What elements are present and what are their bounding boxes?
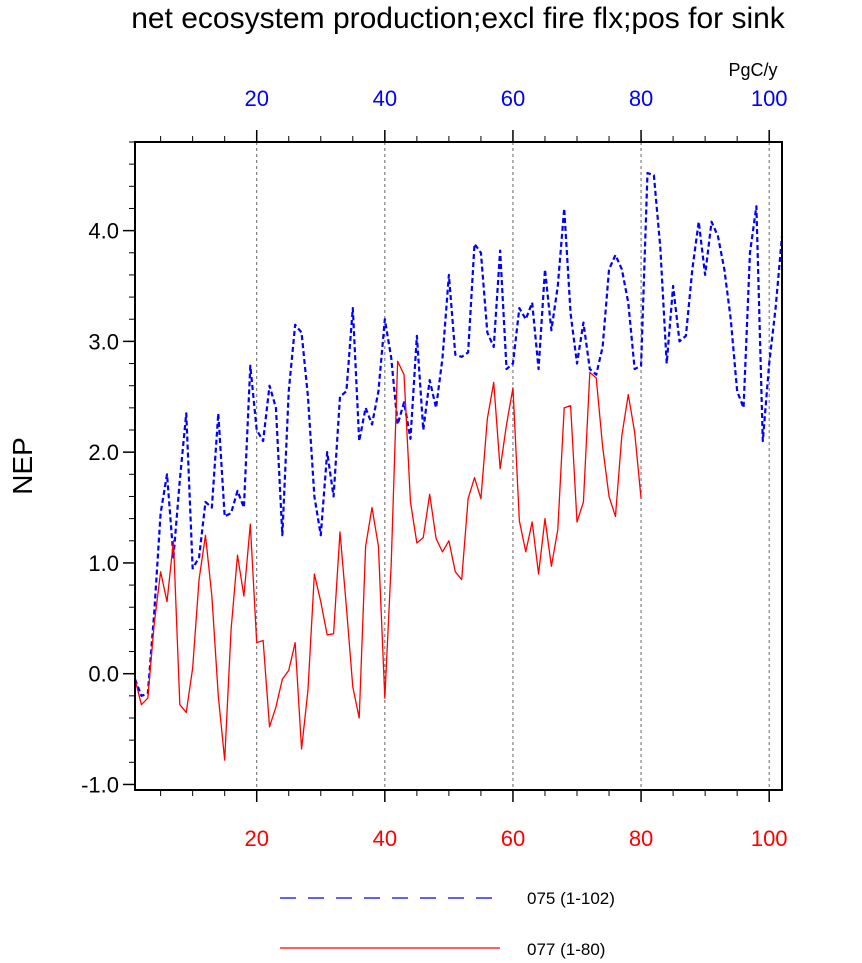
y-tick-label: -1.0 xyxy=(81,772,119,797)
legend: 075 (1-102) 077 (1-80) xyxy=(280,889,615,959)
series-line-077 xyxy=(134,360,642,761)
x-bottom-tick-label: 80 xyxy=(629,826,653,851)
x-top-tick-label: 60 xyxy=(501,86,525,111)
x-top-tick-label: 40 xyxy=(373,86,397,111)
y-tick-label: 4.0 xyxy=(88,219,119,244)
x-top-tick-label: 100 xyxy=(751,86,788,111)
chart-title: net ecosystem production;excl fire flx;p… xyxy=(131,2,786,35)
y-tick-label: 1.0 xyxy=(88,551,119,576)
series-line-075 xyxy=(133,171,784,697)
x-bottom-tick-label: 100 xyxy=(751,826,788,851)
legend-label-075: 075 (1-102) xyxy=(527,889,615,908)
y-tick-label: 0.0 xyxy=(88,662,119,687)
plot-frame xyxy=(134,141,783,791)
x-bottom-tick-label: 20 xyxy=(244,826,268,851)
y-axis-label: NEP xyxy=(7,437,38,495)
y-tick-label: 3.0 xyxy=(88,329,119,354)
legend-label-077: 077 (1-80) xyxy=(527,940,605,959)
units-label: PgC/y xyxy=(728,60,777,80)
y-tick-label: 2.0 xyxy=(88,440,119,465)
x-bottom-tick-label: 40 xyxy=(373,826,397,851)
vertical-gridlines xyxy=(256,142,770,790)
axes: -1.0 0.0 1.0 2.0 3.0 4.0 20 40 60 80 100 20 40 60 80 10… xyxy=(81,86,787,851)
x-bottom-tick-label: 60 xyxy=(501,826,525,851)
series-lines xyxy=(133,171,784,761)
x-top-tick-label: 80 xyxy=(629,86,653,111)
x-top-tick-label: 20 xyxy=(244,86,268,111)
